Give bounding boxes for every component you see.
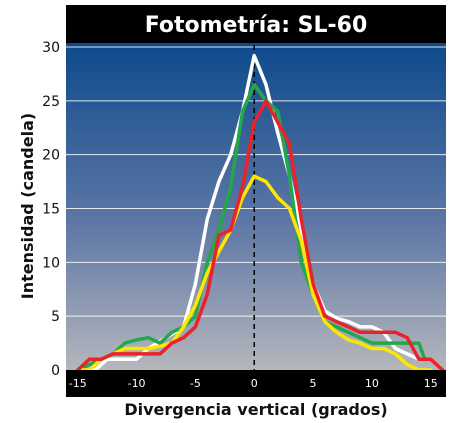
y-axis-label: Intensidad (candela) <box>18 113 37 299</box>
title-bar <box>66 5 446 43</box>
x-axis-label: Divergencia vertical (grados) <box>124 400 387 419</box>
y-tick-label-0: 0 <box>51 363 60 379</box>
grid-lines <box>66 46 446 317</box>
x-tick-label-10: 10 <box>365 377 379 390</box>
x-tick-label-5: 5 <box>310 377 317 390</box>
series-line-2 <box>76 82 427 372</box>
chart-title: Fotometría: SL-60 <box>145 13 368 38</box>
series-line-4 <box>76 99 445 372</box>
x-tick-label--10: -10 <box>128 377 146 390</box>
x-axis-bar <box>66 370 446 397</box>
x-tick-label-0: 0 <box>251 377 258 390</box>
y-tick-label-5: 5 <box>51 309 60 325</box>
x-tick-label--15: -15 <box>69 377 87 390</box>
plot-area <box>66 43 446 370</box>
y-tick-label-25: 25 <box>42 94 60 110</box>
y-axis-ticks: 0 5 10 15 20 25 30 <box>42 40 60 379</box>
y-tick-label-20: 20 <box>42 148 60 164</box>
x-axis-ticks: -15 -10 -5 0 5 10 15 <box>69 377 438 390</box>
y-tick-label-15: 15 <box>42 202 60 218</box>
series-line-3 <box>76 174 433 372</box>
x-tick-label-15: 15 <box>424 377 438 390</box>
x-tick-label--5: -5 <box>190 377 201 390</box>
y-tick-label-30: 30 <box>42 40 60 56</box>
y-tick-label-10: 10 <box>42 255 60 271</box>
series-lines <box>76 53 445 372</box>
